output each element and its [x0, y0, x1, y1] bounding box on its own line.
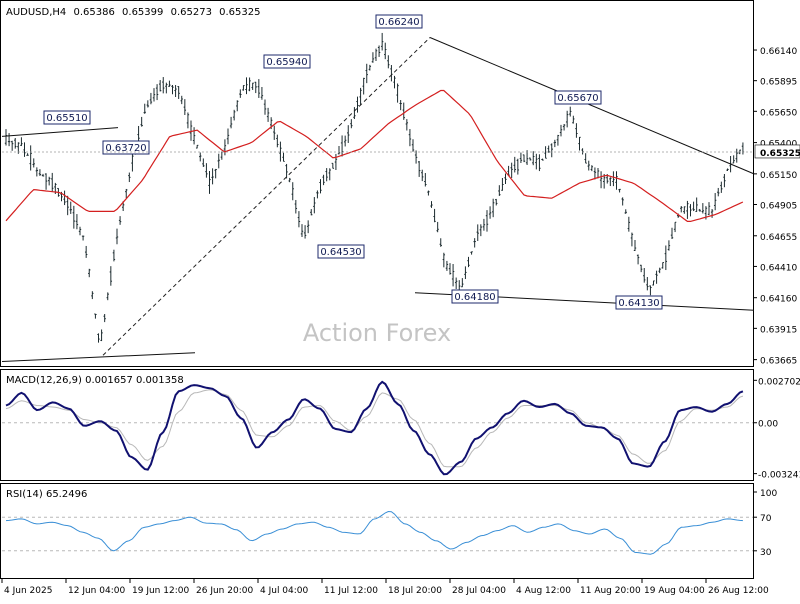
annotation-box — [263, 54, 311, 69]
annotation-box — [43, 110, 91, 125]
axis-layer: 0.66140 0.65895 0.65650 0.65400 0.65150 0.649… — [1, 47, 800, 596]
price-axis-label: 0.66140 — [760, 47, 797, 57]
annotation-box — [317, 244, 365, 259]
bottom-left-trendline — [1, 352, 196, 362]
annotation-box — [451, 289, 499, 304]
x-axis-label: 11 Jul 12:00 — [324, 586, 378, 596]
annotation-box — [615, 295, 663, 310]
x-axis-label: 28 Jul 04:00 — [452, 586, 506, 596]
price-annotation: 0.65940 — [263, 54, 311, 69]
price-layer: 0.65510 0.63720 0.65940 0.64530 0.66240 0.641… — [1, 14, 755, 362]
descending-trendline — [429, 37, 755, 175]
macd-axis-label: 0.002702 — [758, 377, 800, 387]
macd-panel-title: MACD(12,26,9) 0.001657 0.001358 — [6, 375, 184, 386]
macd-line — [5, 380, 744, 476]
open-value: 0.65386 — [73, 7, 114, 18]
rsi-panel-title: RSI(14) 65.2496 — [6, 489, 87, 500]
dashed-rising-trendline — [102, 37, 431, 356]
watermark-text: Action Forex — [303, 319, 451, 347]
rsi-layer — [2, 510, 753, 555]
price-annotation: 0.65670 — [554, 90, 602, 105]
annotation-box — [375, 14, 423, 29]
price-panel-title: AUDUSD,H4 0.65386 0.65399 0.65273 0.6532… — [6, 7, 260, 18]
x-axis-label: 12 Jun 04:00 — [68, 586, 125, 596]
rsi-axis-label: 30 — [760, 548, 772, 558]
x-axis-label: 4 Jun 2025 — [4, 586, 52, 596]
annotation-box — [102, 140, 150, 155]
x-axis-label: 18 Jul 20:00 — [388, 586, 442, 596]
symbol-label: AUDUSD,H4 — [6, 7, 66, 18]
high-value: 0.65399 — [122, 7, 163, 18]
rsi-line — [5, 510, 743, 555]
annotation-label: 0.66240 — [378, 17, 419, 28]
low-value: 0.65273 — [171, 7, 212, 18]
top-left-trendline — [1, 127, 119, 137]
x-axis-label: 26 Aug 12:00 — [708, 586, 769, 596]
x-axis-label: 26 Jun 20:00 — [196, 586, 253, 596]
annotation-label: 0.64130 — [618, 298, 659, 309]
price-annotation: 0.64180 — [451, 289, 499, 304]
annotation-label: 0.65940 — [266, 57, 307, 68]
macd-layer — [2, 380, 753, 476]
macd-panel-frame — [0, 369, 754, 481]
annotation-label: 0.64530 — [320, 247, 361, 258]
price-axis-label: 0.64410 — [760, 263, 797, 273]
x-axis-label: 19 Jun 12:00 — [132, 586, 189, 596]
price-annotation: 0.64530 — [317, 244, 365, 259]
price-panel-frame — [0, 0, 754, 367]
price-axis-label: 0.63665 — [760, 357, 797, 367]
price-axis-label: 0.63915 — [760, 325, 797, 335]
price-axis-label: 0.64160 — [760, 295, 797, 305]
x-axis-label: 19 Aug 04:00 — [644, 586, 705, 596]
price-axis-label: 0.64655 — [760, 233, 797, 243]
price-annotation: 0.65510 — [43, 110, 91, 125]
x-axis-label: 4 Aug 12:00 — [516, 586, 571, 596]
rsi-axis-label: 100 — [760, 489, 777, 499]
rsi-axis-label: 70 — [760, 514, 772, 524]
price-annotation: 0.63720 — [102, 140, 150, 155]
annotation-label: 0.65510 — [46, 113, 87, 124]
annotation-label: 0.65670 — [557, 93, 598, 104]
price-annotation: 0.64130 — [615, 295, 663, 310]
annotation-box — [554, 90, 602, 105]
x-axis-label: 4 Jul 04:00 — [260, 586, 309, 596]
price-axis-label: 0.65650 — [760, 108, 797, 118]
current-price-label: 0.65325 — [760, 149, 800, 159]
price-axis-label: 0.65400 — [760, 140, 797, 150]
price-axis-label: 0.65895 — [760, 78, 797, 88]
macd-axis-label: 0.00 — [758, 420, 778, 430]
price-axis-label: 0.65150 — [760, 171, 797, 181]
annotation-label: 0.63720 — [105, 143, 146, 154]
moving-average-line — [5, 89, 744, 222]
price-annotation: 0.66240 — [375, 14, 423, 29]
annotation-label: 0.64180 — [454, 292, 495, 303]
current-price-box — [754, 144, 800, 159]
x-axis-label: 11 Aug 20:00 — [580, 586, 641, 596]
macd-axis-label: -0.003241 — [758, 471, 800, 481]
close-value: 0.65325 — [219, 7, 260, 18]
price-axis-label: 0.64905 — [760, 202, 797, 212]
macd-signal-line — [5, 389, 744, 468]
rsi-panel-frame — [0, 483, 754, 579]
